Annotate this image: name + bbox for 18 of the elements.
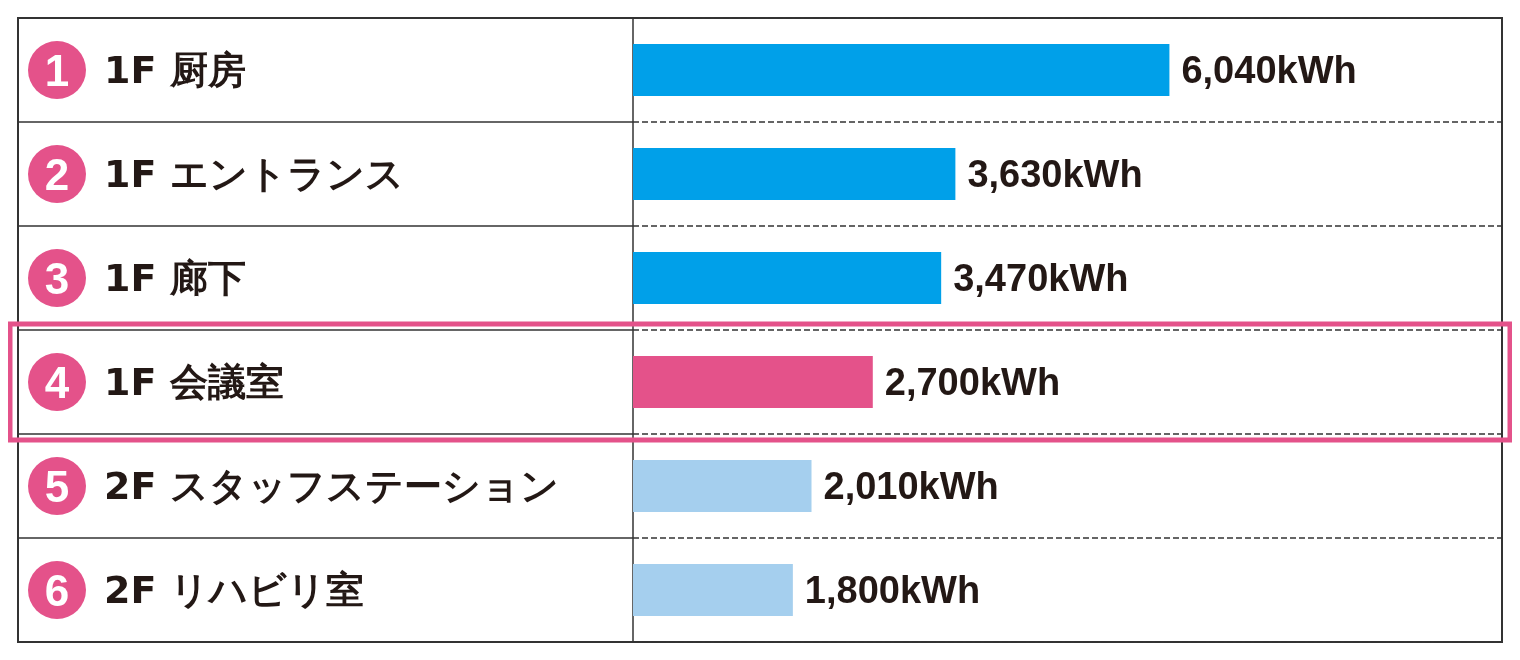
- y-tick-label: 5 2F スタッフステーション: [44, 461, 559, 511]
- data-label: 1,800kWh: [804, 569, 981, 611]
- bar: [633, 252, 942, 304]
- data-label: 3,470kWh: [953, 257, 1129, 299]
- data-label: 6,040kWh: [1181, 49, 1357, 91]
- y-tick-label: 6 2F リハビリ室: [44, 565, 364, 615]
- data-label: 2,700kWh: [884, 361, 1061, 403]
- data-label: 2,010kWh: [823, 465, 999, 507]
- y-tick-label: 4 1F 会議室: [44, 357, 284, 407]
- y-tick-label: 3 1F 廊下: [44, 253, 246, 303]
- data-label: 3,630kWh: [967, 153, 1143, 195]
- y-tick-label: 1 1F 厨房: [44, 45, 246, 95]
- bar: [633, 460, 812, 512]
- bar: [633, 356, 873, 408]
- bar: [633, 44, 1170, 96]
- y-tick-label: 2 1F エントランス: [44, 149, 404, 199]
- bar: [633, 148, 956, 200]
- bar: [633, 564, 793, 616]
